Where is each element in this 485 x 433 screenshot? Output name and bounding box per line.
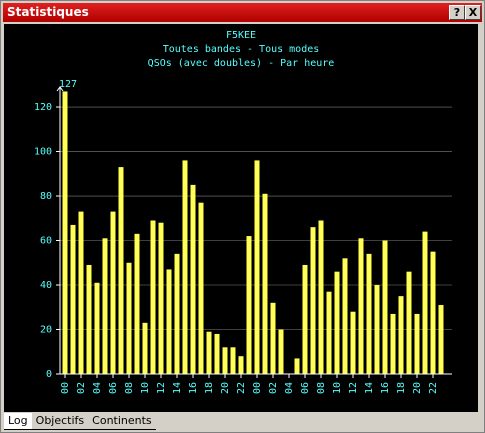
y-tick-label: 20 (40, 325, 52, 336)
max-label: 127 (59, 79, 77, 90)
bar (302, 264, 308, 374)
bar (390, 313, 396, 374)
chart: F5KEE Toutes bandes - Tous modes QSOs (a… (4, 24, 478, 412)
bar (350, 311, 356, 374)
bar (126, 262, 132, 374)
bar (62, 91, 68, 374)
window-title: Statistiques (7, 5, 89, 19)
tab-bar: Log Objectifs Continents (4, 413, 156, 430)
chart-subtitle: Toutes bandes - Tous modes (163, 44, 320, 55)
x-tick-label: 10 (140, 382, 151, 394)
bar (406, 271, 412, 374)
bar (230, 347, 236, 374)
bar (318, 220, 324, 374)
bar (262, 193, 268, 374)
bar (246, 236, 252, 374)
x-tick-label: 12 (348, 382, 359, 394)
x-tick-label: 02 (268, 382, 279, 394)
bar (342, 258, 348, 374)
y-tick-label: 60 (40, 236, 52, 247)
close-button[interactable]: X (465, 5, 481, 20)
bar (206, 331, 212, 374)
x-tick-label: 04 (92, 382, 103, 394)
x-tick-label: 12 (156, 382, 167, 394)
help-button[interactable]: ? (449, 5, 465, 20)
x-tick-label: 06 (300, 382, 311, 394)
x-tick-label: 22 (428, 382, 439, 394)
bar (374, 285, 380, 374)
bar (110, 211, 116, 374)
chart-subtitle: QSOs (avec doubles) - Par heure (148, 58, 335, 69)
bar (334, 271, 340, 374)
y-tick-label: 120 (34, 102, 52, 113)
x-tick-label: 08 (316, 382, 327, 394)
bar (254, 160, 260, 374)
bar (86, 264, 92, 374)
bar (190, 184, 196, 374)
bar (278, 329, 284, 374)
bar (150, 220, 156, 374)
bar (174, 253, 180, 374)
x-tick-label: 14 (364, 382, 375, 394)
x-tick-label: 06 (108, 382, 119, 394)
y-tick-label: 40 (40, 280, 52, 291)
bar (134, 233, 140, 374)
bar (438, 305, 444, 374)
chart-title: F5KEE (226, 30, 256, 41)
x-tick-label: 18 (204, 382, 215, 394)
bar (430, 251, 436, 374)
bar (414, 313, 420, 374)
bar (142, 322, 148, 374)
bar (198, 202, 204, 374)
bar (358, 238, 364, 374)
title-bar: Statistiques ? X (3, 3, 482, 22)
x-tick-label: 22 (236, 382, 247, 394)
y-tick-label: 100 (34, 147, 52, 158)
bar (294, 358, 300, 374)
bar (238, 356, 244, 374)
x-tick-label: 00 (252, 382, 263, 394)
tab[interactable]: Objectifs (31, 413, 89, 430)
bar (158, 222, 164, 374)
tab[interactable]: Continents (88, 413, 156, 430)
x-tick-label: 20 (220, 382, 231, 394)
x-tick-label: 16 (188, 382, 199, 394)
bar (94, 282, 100, 374)
bar (70, 224, 76, 374)
x-tick-label: 20 (412, 382, 423, 394)
x-tick-label: 10 (332, 382, 343, 394)
bar (326, 291, 332, 374)
tab[interactable]: Log (4, 413, 32, 430)
x-tick-label: 04 (284, 382, 295, 394)
x-tick-label: 14 (172, 382, 183, 394)
bar (78, 211, 84, 374)
x-tick-label: 18 (396, 382, 407, 394)
y-axis-arrow (56, 86, 64, 92)
x-tick-label: 02 (76, 382, 87, 394)
bar (118, 167, 124, 374)
bar (222, 347, 228, 374)
bar (310, 227, 316, 374)
x-tick-label: 00 (60, 382, 71, 394)
bar (166, 269, 172, 374)
bar (270, 302, 276, 374)
bar (366, 253, 372, 374)
bar (422, 231, 428, 374)
x-tick-label: 08 (124, 382, 135, 394)
x-tick-label: 16 (380, 382, 391, 394)
bar (102, 238, 108, 374)
y-tick-label: 80 (40, 191, 52, 202)
bar (214, 333, 220, 374)
y-tick-label: 0 (46, 369, 52, 380)
bar (382, 240, 388, 374)
bar (182, 160, 188, 374)
bar (398, 296, 404, 374)
